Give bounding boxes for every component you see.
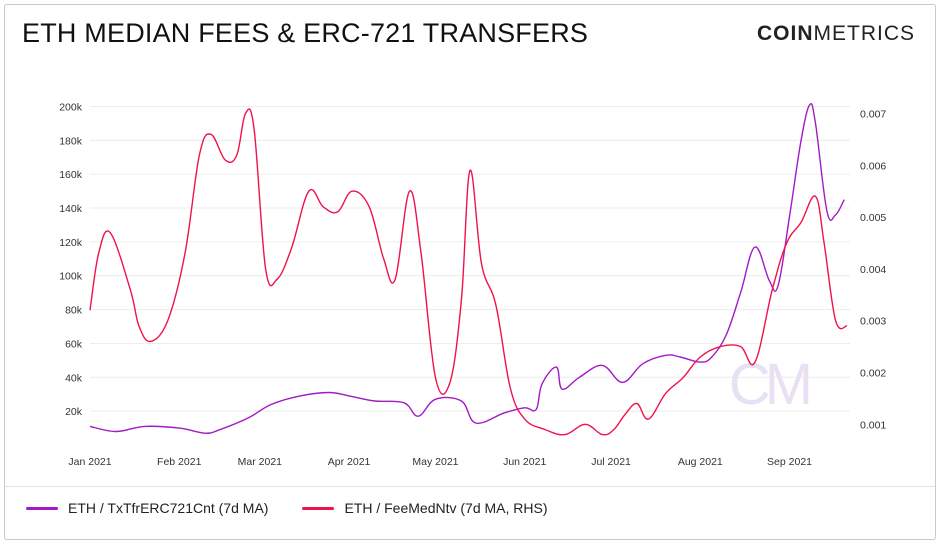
brand-bold: COIN [757,22,814,45]
legend-swatch [26,506,58,510]
x-tick-label: Jun 2021 [503,456,546,468]
y-right-tick-label: 0.006 [860,160,886,172]
y-right-tick-label: 0.003 [860,316,886,328]
y-left-tick-label: 140k [59,203,83,215]
x-tick-label: Feb 2021 [157,456,202,468]
y-left-tick-label: 120k [59,237,83,249]
y-right-tick-label: 0.004 [860,264,886,276]
x-tick-label: Jul 2021 [591,456,631,468]
watermark: CM [729,352,809,417]
y-right-tick-label: 0.005 [860,212,886,224]
x-tick-label: Mar 2021 [238,456,283,468]
series-layer [89,102,848,436]
series-line-erc721-transfers[interactable] [89,102,845,434]
x-tick-label: Jan 2021 [68,456,111,468]
legend-item-fee[interactable]: ETH / FeeMedNtv (7d MA, RHS) [302,500,548,516]
axis-layer: 20k 40k 60k 80k 100k 120k 140k 160k 180k 200k 0.00… [59,101,886,468]
x-tick-label: Aug 2021 [678,456,723,468]
brand-logo: COINMETRICS [757,22,915,46]
x-tick-label: May 2021 [412,456,458,468]
legend-label: ETH / FeeMedNtv (7d MA, RHS) [344,500,548,516]
y-left-tick-label: 80k [65,305,83,317]
series-line-median-fee[interactable] [89,108,848,436]
brand-light: METRICS [813,22,915,45]
legend-label: ETH / TxTfrERC721Cnt (7d MA) [68,500,269,516]
y-left-tick-label: 200k [59,101,83,113]
grid-layer [90,105,850,412]
y-left-tick-label: 100k [59,271,83,283]
legend-item-erc721[interactable]: ETH / TxTfrERC721Cnt (7d MA) [26,500,268,516]
x-tick-label: Sep 2021 [767,456,812,468]
y-right-tick-label: 0.001 [860,419,886,431]
y-left-tick-label: 180k [59,135,83,147]
legend-swatch [302,506,335,510]
legend: ETH / TxTfrERC721Cnt (7d MA) ETH / FeeMe… [26,500,548,516]
x-tick-label: Apr 2021 [328,456,371,468]
y-right-tick-label: 0.002 [860,367,886,379]
page-title: ETH MEDIAN FEES & ERC-721 TRANSFERS [22,18,589,48]
y-left-tick-label: 20k [65,406,83,418]
y-left-tick-label: 60k [65,338,83,350]
y-right-tick-label: 0.007 [860,109,886,121]
y-left-tick-label: 40k [65,372,83,384]
y-left-tick-label: 160k [59,169,83,181]
legend-divider [5,486,935,487]
